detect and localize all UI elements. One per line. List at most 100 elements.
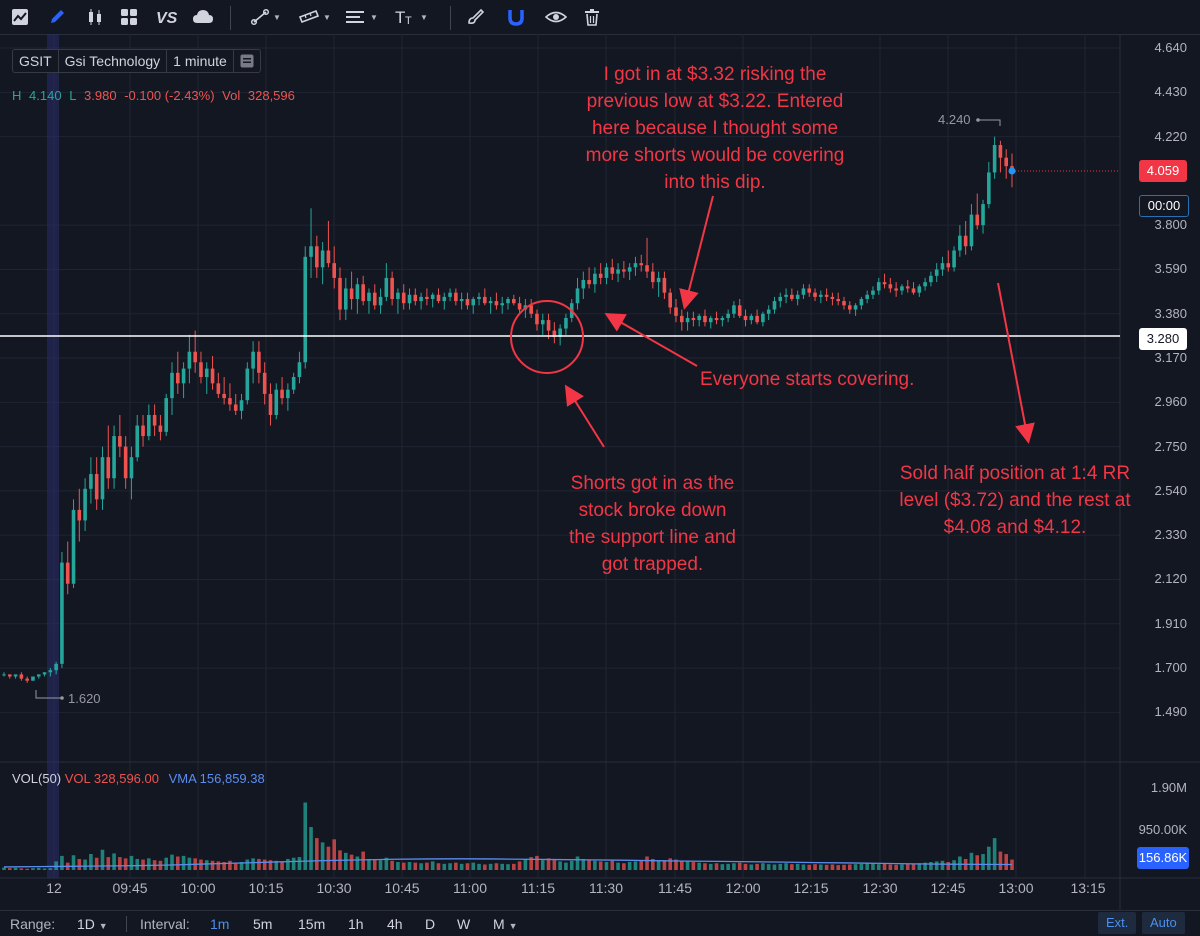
- symbol-name: Gsi Technology: [59, 50, 168, 72]
- volume-bar: [871, 863, 875, 870]
- high-value: 4.140: [29, 88, 62, 103]
- change-value: -0.100 (-2.43%): [124, 88, 215, 103]
- candle-body: [911, 288, 916, 293]
- candle-body: [853, 305, 858, 310]
- volume-bar: [384, 857, 389, 870]
- legend-toggle-icon[interactable]: [234, 54, 260, 68]
- volume-bar: [900, 864, 904, 870]
- trash-icon[interactable]: [583, 6, 601, 28]
- volume-bar: [355, 856, 360, 870]
- interval-w[interactable]: W: [457, 916, 471, 932]
- candle-body: [645, 265, 649, 272]
- toolbar-separator: [230, 6, 231, 30]
- volume-bar: [118, 857, 122, 870]
- interval-15m[interactable]: 15m: [298, 916, 326, 932]
- interval-4h[interactable]: 4h: [387, 916, 403, 932]
- symbol-ticker[interactable]: GSIT: [13, 50, 59, 72]
- candle-body: [118, 436, 122, 447]
- candle-body: [674, 307, 678, 316]
- trendline-icon[interactable]: ▼: [250, 6, 281, 28]
- candle-body: [732, 305, 736, 314]
- symbol-interval[interactable]: 1 minute: [167, 50, 234, 72]
- eye-icon[interactable]: [545, 6, 567, 28]
- candle-body: [720, 317, 725, 321]
- price-axis-label: 1.910: [1154, 615, 1187, 631]
- candle-body: [564, 317, 568, 329]
- candle-body: [946, 263, 951, 268]
- volume-bar: [703, 863, 707, 870]
- time-axis-label: 12:30: [862, 880, 898, 896]
- candle-body: [291, 377, 296, 390]
- volume-bar: [732, 863, 736, 870]
- candles-icon[interactable]: [86, 6, 104, 28]
- auto-scale-button[interactable]: Auto: [1142, 912, 1185, 934]
- volume-bar: [685, 860, 690, 870]
- volume-bar: [743, 863, 748, 870]
- volume-bar: [31, 868, 35, 870]
- candle-body: [60, 562, 64, 664]
- candle-body: [459, 298, 464, 302]
- volume-bar: [917, 863, 922, 870]
- covering-arrow: [604, 313, 698, 367]
- text-icon[interactable]: T T ▼: [395, 6, 428, 28]
- candle-body: [952, 250, 956, 268]
- ruler-icon[interactable]: ▼: [298, 6, 331, 28]
- interval-d[interactable]: D: [425, 916, 436, 932]
- extended-hours-button[interactable]: Ext.: [1098, 912, 1137, 934]
- candle-body: [778, 296, 783, 302]
- volume-bar: [233, 862, 238, 870]
- chart-type-icon[interactable]: [11, 6, 29, 28]
- candle-body: [842, 301, 846, 306]
- volume-bar: [1004, 854, 1009, 870]
- annotation-entry-line: into this dip.: [664, 172, 766, 193]
- magnet-icon[interactable]: [506, 6, 526, 28]
- interval-5m[interactable]: 5m: [253, 916, 273, 932]
- interval-m-label: M: [493, 916, 505, 932]
- cloud-icon[interactable]: [192, 6, 214, 28]
- volume-bar: [923, 862, 927, 870]
- symbol-bar[interactable]: GSIT Gsi Technology 1 minute: [12, 49, 261, 73]
- range-selector[interactable]: 1D ▼: [77, 916, 108, 932]
- volume-bar: [135, 858, 140, 870]
- candle-body: [488, 301, 493, 304]
- candle-body: [656, 277, 661, 283]
- volume-bar: [309, 827, 313, 870]
- volume-bar: [622, 863, 626, 870]
- candle-body: [593, 273, 597, 285]
- session-highlight: [47, 34, 59, 878]
- interval-m[interactable]: M ▼: [493, 916, 517, 932]
- volume-bar: [367, 858, 371, 870]
- volume-bar: [477, 863, 481, 870]
- volume-bar: [459, 863, 464, 870]
- candle-body: [36, 674, 41, 677]
- volume-bar: [905, 864, 910, 870]
- pencil-icon[interactable]: [48, 6, 66, 28]
- volume-bar: [257, 858, 261, 870]
- volume-bar: [274, 860, 279, 870]
- lines-icon[interactable]: ▼: [345, 6, 378, 28]
- candle-body: [54, 663, 58, 671]
- price-axis-label: 2.750: [1154, 438, 1187, 454]
- candle-body: [419, 296, 423, 302]
- compare-vs-icon[interactable]: VS: [155, 6, 181, 28]
- volume-bar: [89, 854, 93, 870]
- volume-title: VOL(50): [12, 771, 62, 786]
- volume-bar: [656, 860, 661, 870]
- volume-bar: [888, 864, 893, 870]
- brush-icon[interactable]: [466, 6, 486, 28]
- interval-1h[interactable]: 1h: [348, 916, 364, 932]
- candle-body: [442, 296, 447, 302]
- interval-1m[interactable]: 1m: [210, 916, 230, 932]
- countdown-tag: 00:00: [1139, 195, 1189, 217]
- volume-bar: [297, 857, 302, 870]
- candle-body: [471, 298, 476, 306]
- last-price-tag: 4.059: [1139, 160, 1187, 182]
- layout-grid-icon[interactable]: [120, 6, 138, 28]
- chart-canvas[interactable]: [0, 0, 1200, 910]
- volume-bar: [141, 859, 145, 870]
- candle-body: [836, 298, 841, 302]
- chevron-down-icon: ▼: [508, 921, 518, 931]
- candle-body: [639, 263, 644, 266]
- volume-bar: [280, 861, 284, 870]
- volume-bar: [2, 867, 6, 870]
